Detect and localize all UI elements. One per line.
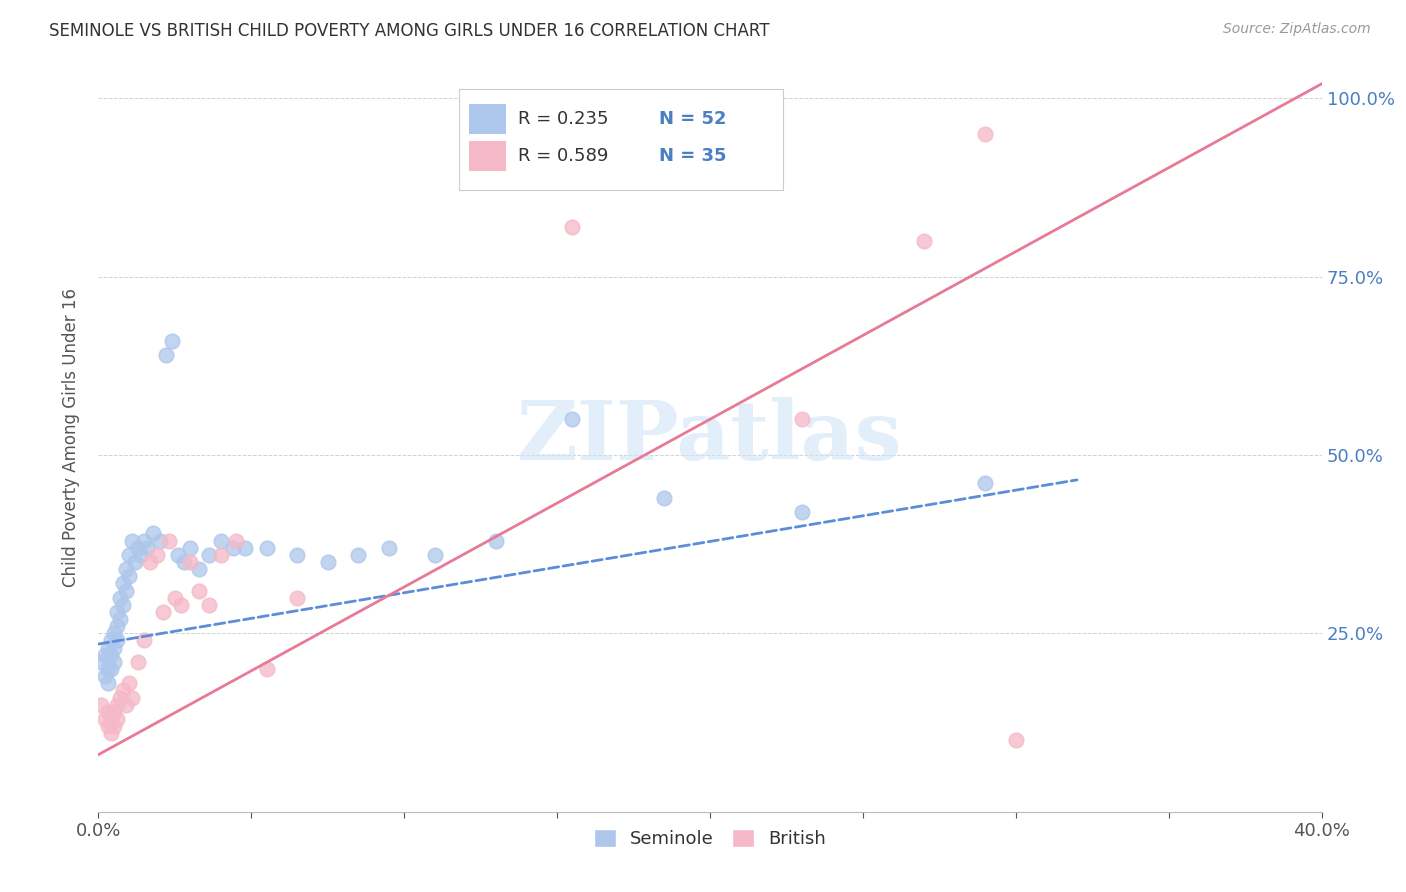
Point bbox=[160, 334, 183, 348]
Point bbox=[105, 698, 128, 712]
Point bbox=[118, 569, 141, 583]
Point bbox=[115, 583, 138, 598]
Point bbox=[103, 655, 125, 669]
Text: Source: ZipAtlas.com: Source: ZipAtlas.com bbox=[1223, 22, 1371, 37]
Point bbox=[170, 598, 193, 612]
Point bbox=[105, 633, 128, 648]
Point bbox=[93, 712, 115, 726]
Point bbox=[222, 541, 245, 555]
Point bbox=[157, 533, 180, 548]
Text: N = 52: N = 52 bbox=[658, 110, 725, 128]
Point bbox=[97, 662, 120, 676]
Point bbox=[115, 698, 138, 712]
Point bbox=[108, 591, 131, 605]
Point bbox=[652, 491, 675, 505]
Point bbox=[209, 548, 232, 562]
Text: R = 0.589: R = 0.589 bbox=[517, 147, 609, 165]
Point bbox=[790, 505, 813, 519]
FancyBboxPatch shape bbox=[470, 141, 506, 171]
Point bbox=[93, 669, 115, 683]
Point bbox=[100, 662, 122, 676]
Text: R = 0.235: R = 0.235 bbox=[517, 110, 609, 128]
Point bbox=[100, 712, 122, 726]
Text: N = 35: N = 35 bbox=[658, 147, 725, 165]
Point bbox=[134, 533, 156, 548]
FancyBboxPatch shape bbox=[460, 88, 783, 190]
Point bbox=[167, 548, 190, 562]
Point bbox=[378, 541, 401, 555]
Point bbox=[285, 548, 308, 562]
Point bbox=[111, 598, 134, 612]
Point bbox=[100, 726, 122, 740]
Point bbox=[103, 705, 125, 719]
Point bbox=[127, 541, 149, 555]
Point bbox=[561, 219, 583, 234]
Point bbox=[100, 648, 122, 662]
Point bbox=[316, 555, 339, 569]
Point bbox=[97, 719, 120, 733]
Point bbox=[485, 533, 508, 548]
Point bbox=[118, 676, 141, 690]
FancyBboxPatch shape bbox=[470, 103, 506, 134]
Point bbox=[974, 127, 997, 141]
Point bbox=[142, 526, 165, 541]
Point bbox=[124, 555, 146, 569]
Point bbox=[163, 591, 186, 605]
Point bbox=[233, 541, 256, 555]
Y-axis label: Child Poverty Among Girls Under 16: Child Poverty Among Girls Under 16 bbox=[62, 287, 80, 587]
Point bbox=[347, 548, 370, 562]
Point bbox=[103, 626, 125, 640]
Point bbox=[97, 705, 120, 719]
Point bbox=[105, 605, 128, 619]
Point bbox=[115, 562, 138, 576]
Point bbox=[790, 412, 813, 426]
Point bbox=[197, 548, 219, 562]
Point bbox=[225, 533, 247, 548]
Text: ZIPatlas: ZIPatlas bbox=[517, 397, 903, 477]
Point bbox=[129, 548, 152, 562]
Point bbox=[118, 548, 141, 562]
Point bbox=[209, 533, 232, 548]
Point bbox=[105, 619, 128, 633]
Point bbox=[108, 612, 131, 626]
Point bbox=[136, 541, 159, 555]
Point bbox=[256, 662, 278, 676]
Point bbox=[179, 555, 201, 569]
Point bbox=[111, 576, 134, 591]
Point bbox=[188, 583, 211, 598]
Point bbox=[173, 555, 195, 569]
Point bbox=[100, 633, 122, 648]
Point bbox=[103, 640, 125, 655]
Point bbox=[134, 633, 156, 648]
Point bbox=[179, 541, 201, 555]
Point bbox=[256, 541, 278, 555]
Point bbox=[145, 548, 167, 562]
Point bbox=[561, 412, 583, 426]
Point bbox=[121, 533, 143, 548]
Point bbox=[188, 562, 211, 576]
Point bbox=[90, 698, 112, 712]
Point bbox=[1004, 733, 1026, 747]
Point bbox=[974, 476, 997, 491]
Point bbox=[152, 605, 174, 619]
Point bbox=[155, 348, 177, 362]
Point bbox=[121, 690, 143, 705]
Point bbox=[139, 555, 162, 569]
Point bbox=[111, 683, 134, 698]
Point bbox=[197, 598, 219, 612]
Point bbox=[97, 676, 120, 690]
Point bbox=[90, 655, 112, 669]
Point bbox=[97, 640, 120, 655]
Text: SEMINOLE VS BRITISH CHILD POVERTY AMONG GIRLS UNDER 16 CORRELATION CHART: SEMINOLE VS BRITISH CHILD POVERTY AMONG … bbox=[49, 22, 769, 40]
Point bbox=[912, 234, 935, 248]
Point bbox=[93, 648, 115, 662]
Point bbox=[285, 591, 308, 605]
Point bbox=[103, 719, 125, 733]
Point bbox=[105, 712, 128, 726]
Point bbox=[423, 548, 446, 562]
Point bbox=[149, 533, 172, 548]
Legend: Seminole, British: Seminole, British bbox=[586, 822, 834, 855]
Point bbox=[127, 655, 149, 669]
Point bbox=[108, 690, 131, 705]
